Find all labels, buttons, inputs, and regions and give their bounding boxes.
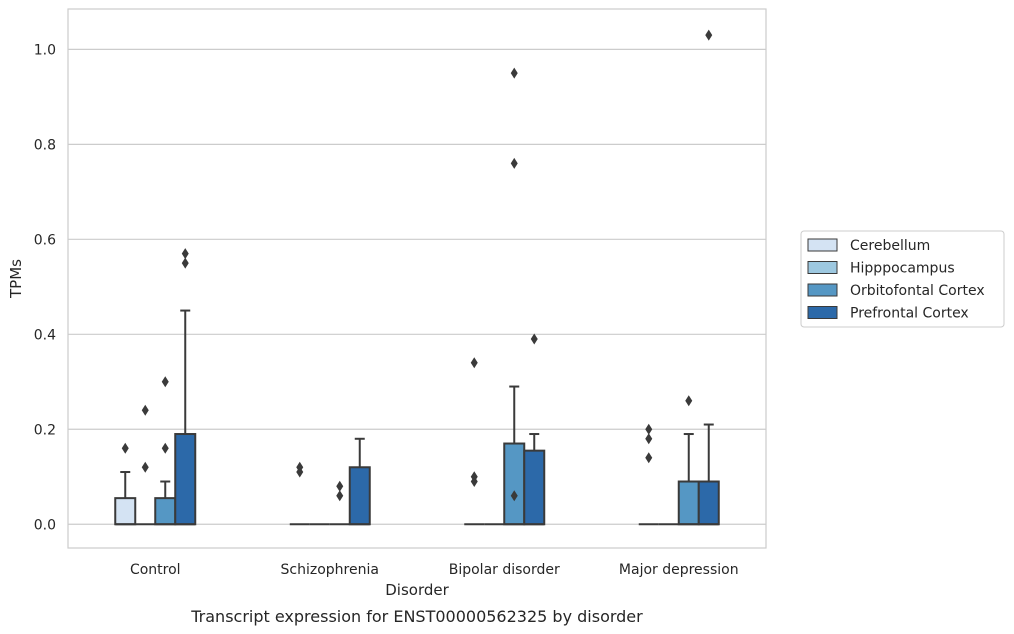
y-tick-label: 0.2 [34, 422, 56, 438]
x-tick-label: Schizophrenia [281, 562, 379, 578]
legend-label: Cerebellum [850, 238, 930, 254]
x-tick-label: Bipolar disorder [449, 562, 560, 578]
x-axis-ticks: Control Schizophrenia Bipolar disorder Majo… [130, 562, 739, 578]
y-tick-label: 1.0 [34, 42, 56, 58]
legend-label: Hipppocampus [850, 261, 955, 277]
outlier-point [296, 461, 304, 473]
y-tick-label: 0.6 [34, 232, 56, 248]
box [154, 376, 177, 526]
box-body [154, 497, 177, 526]
series-cerebellum [114, 357, 659, 526]
outlier-point [510, 157, 518, 169]
legend-label: Prefrontal Cortex [850, 306, 969, 322]
box [677, 395, 700, 526]
outlier-point [645, 452, 653, 464]
outlier-point [645, 433, 653, 445]
legend-frame [800, 230, 1005, 328]
legend-swatch [807, 283, 838, 297]
y-tick-label: 0.8 [34, 137, 56, 153]
x-tick-label: Major depression [619, 562, 739, 578]
box-body [174, 433, 197, 526]
box [348, 437, 371, 526]
box-body [523, 449, 546, 526]
box [697, 29, 720, 526]
outlier-point [121, 442, 129, 454]
outlier-point [181, 257, 189, 269]
box [329, 480, 350, 526]
box [503, 67, 526, 526]
x-tick-label: Control [130, 562, 181, 578]
plot-frame [67, 8, 767, 549]
outlier-point [141, 404, 149, 416]
legend-label: Orbitofontal Cortex [850, 283, 985, 299]
outlier-point [705, 29, 713, 41]
box-series [114, 29, 720, 526]
box [638, 423, 659, 526]
legend-swatch [807, 261, 838, 274]
series-prefrontal-cortex [174, 29, 720, 526]
box [289, 461, 310, 526]
outlier-point [645, 423, 653, 435]
outlier-point [530, 333, 538, 345]
outlier-point [336, 480, 344, 492]
y-tick-label: 0.4 [34, 327, 56, 343]
outlier-point [510, 490, 518, 502]
legend-swatch [807, 306, 838, 319]
box [523, 333, 546, 526]
x-axis-label: Disorder [385, 581, 449, 599]
box [174, 248, 197, 526]
outlier-point [161, 376, 169, 388]
y-axis-label: TPMs [7, 259, 25, 299]
outlier-point [470, 471, 478, 483]
legend-swatch [807, 238, 838, 252]
outlier-point [181, 248, 189, 260]
box-body [697, 480, 720, 526]
outlier-point [510, 67, 518, 79]
y-tick-label: 0.0 [34, 517, 56, 533]
box [464, 357, 485, 526]
y-axis-ticks: 0.0 0.2 0.4 0.6 0.8 1.0 [34, 42, 56, 533]
outlier-point [161, 442, 169, 454]
box-body [348, 466, 371, 526]
grid-lines [68, 48, 766, 525]
outlier-point [470, 357, 478, 369]
series-orbitofontal-cortex [154, 67, 700, 526]
outlier-point [685, 395, 693, 407]
box [114, 442, 137, 526]
box-body [503, 442, 526, 526]
outlier-point [141, 461, 149, 473]
box-body [677, 480, 700, 526]
chart-caption: Transcript expression for ENST0000056232… [190, 607, 643, 626]
box [135, 404, 156, 526]
outlier-point [336, 490, 344, 502]
legend: Cerebellum Hipppocampus Orbitofontal Corte… [800, 230, 1005, 328]
series-hipppocampus [135, 404, 679, 526]
box-body [114, 497, 137, 526]
